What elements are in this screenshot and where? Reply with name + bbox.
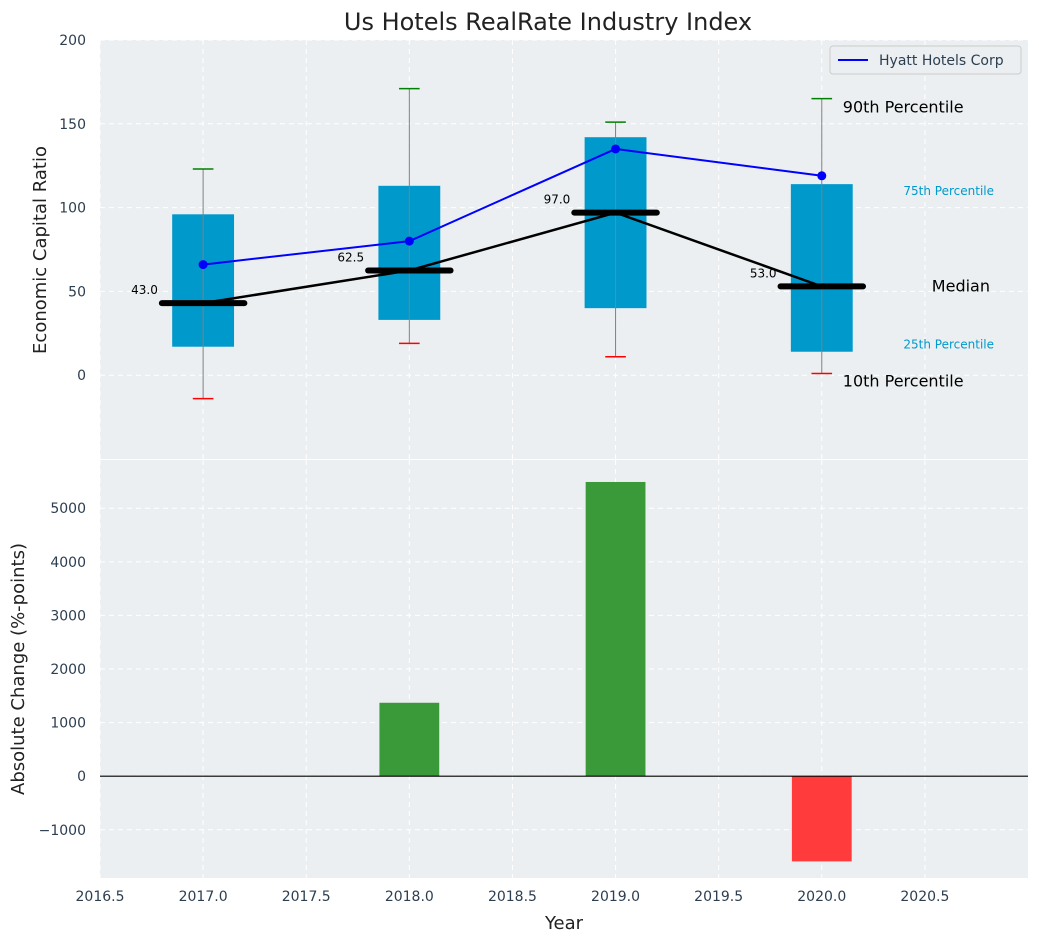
bar-2019 xyxy=(585,481,646,777)
x-tick-label: 2018.5 xyxy=(488,889,537,905)
x-tick-label: 2020.5 xyxy=(900,889,949,905)
box-2017: 43.0 xyxy=(131,168,248,400)
bottom-y-tick-label: 3000 xyxy=(50,608,86,624)
median-value-label: 97.0 xyxy=(544,193,571,207)
bottom-y-tick-label: −1000 xyxy=(39,823,86,839)
series-line xyxy=(202,147,822,266)
median-annotation: Median xyxy=(932,276,990,295)
legend-box xyxy=(829,45,1022,75)
legend: Hyatt Hotels Corp xyxy=(829,45,1022,75)
x-tick-label: 2019.5 xyxy=(694,889,743,905)
box-plot-group: 43.0 62.5 97.0 53.0 xyxy=(131,87,867,400)
bottom-y-tick-label: 5000 xyxy=(50,501,86,517)
top-y-tick-label: 200 xyxy=(59,33,86,49)
x-tick-label: 2018.0 xyxy=(385,889,434,905)
x-tick-label: 2017.0 xyxy=(179,889,228,905)
top-chart-panel: 0 50 100 150 200 43.0 62.5 97.0 53.0 90th Perce… xyxy=(59,33,1028,459)
p10-annotation: 10th Percentile xyxy=(843,372,964,391)
series-point xyxy=(817,171,827,181)
p25-annotation: 25th Percentile xyxy=(903,338,994,352)
x-tick-label: 2016.5 xyxy=(76,889,125,905)
x-axis-label: Year xyxy=(544,913,584,934)
bottom-y-tick-label: 1000 xyxy=(50,716,86,732)
top-y-tick-label: 0 xyxy=(77,368,86,384)
median-value-label: 43.0 xyxy=(131,283,158,297)
box-2020: 53.0 xyxy=(750,97,867,375)
median-trend-line xyxy=(202,211,823,305)
percentile-annotations: 90th Percentile 75th Percentile Median 25th… xyxy=(843,98,994,391)
bar-2018 xyxy=(379,702,440,777)
series-line-group xyxy=(198,144,827,270)
bottom-y-tick-label: 4000 xyxy=(50,555,86,571)
p90-annotation: 90th Percentile xyxy=(843,98,964,117)
x-tick-label: 2017.5 xyxy=(282,889,331,905)
box-2019: 97.0 xyxy=(544,121,660,358)
top-y-tick-label: 50 xyxy=(68,284,86,300)
chart-title: Us Hotels RealRate Industry Index xyxy=(344,8,752,36)
bar-2020 xyxy=(791,776,852,862)
p75-annotation: 75th Percentile xyxy=(903,184,994,198)
median-trend-line-group xyxy=(202,211,823,305)
series-point xyxy=(404,236,414,246)
top-y-tick-label: 100 xyxy=(59,201,86,217)
bottom-y-axis-label: Absolute Change (%-points) xyxy=(8,543,29,795)
series-point xyxy=(611,144,621,154)
median-value-label: 62.5 xyxy=(337,250,364,264)
legend-label: Hyatt Hotels Corp xyxy=(879,53,1004,69)
x-axis-ticks: 2016.5 2017.0 2017.5 2018.0 2018.5 2019.0 2019… xyxy=(76,889,950,905)
bar-group xyxy=(100,481,1028,862)
bottom-y-tick-label: 0 xyxy=(77,769,86,785)
top-plot-background xyxy=(100,40,1028,459)
bottom-y-tick-label: 2000 xyxy=(50,662,86,678)
x-tick-label: 2020.0 xyxy=(797,889,846,905)
bottom-y-axis-ticks: −1000 0 1000 2000 3000 4000 5000 xyxy=(39,501,86,839)
series-point xyxy=(198,260,208,270)
top-y-tick-label: 150 xyxy=(59,117,86,133)
top-y-axis-label: Economic Capital Ratio xyxy=(30,146,51,354)
x-tick-label: 2019.0 xyxy=(591,889,640,905)
box-2018: 62.5 xyxy=(337,87,454,345)
median-value-label: 53.0 xyxy=(750,266,777,280)
top-y-axis-ticks: 0 50 100 150 200 xyxy=(59,33,86,384)
